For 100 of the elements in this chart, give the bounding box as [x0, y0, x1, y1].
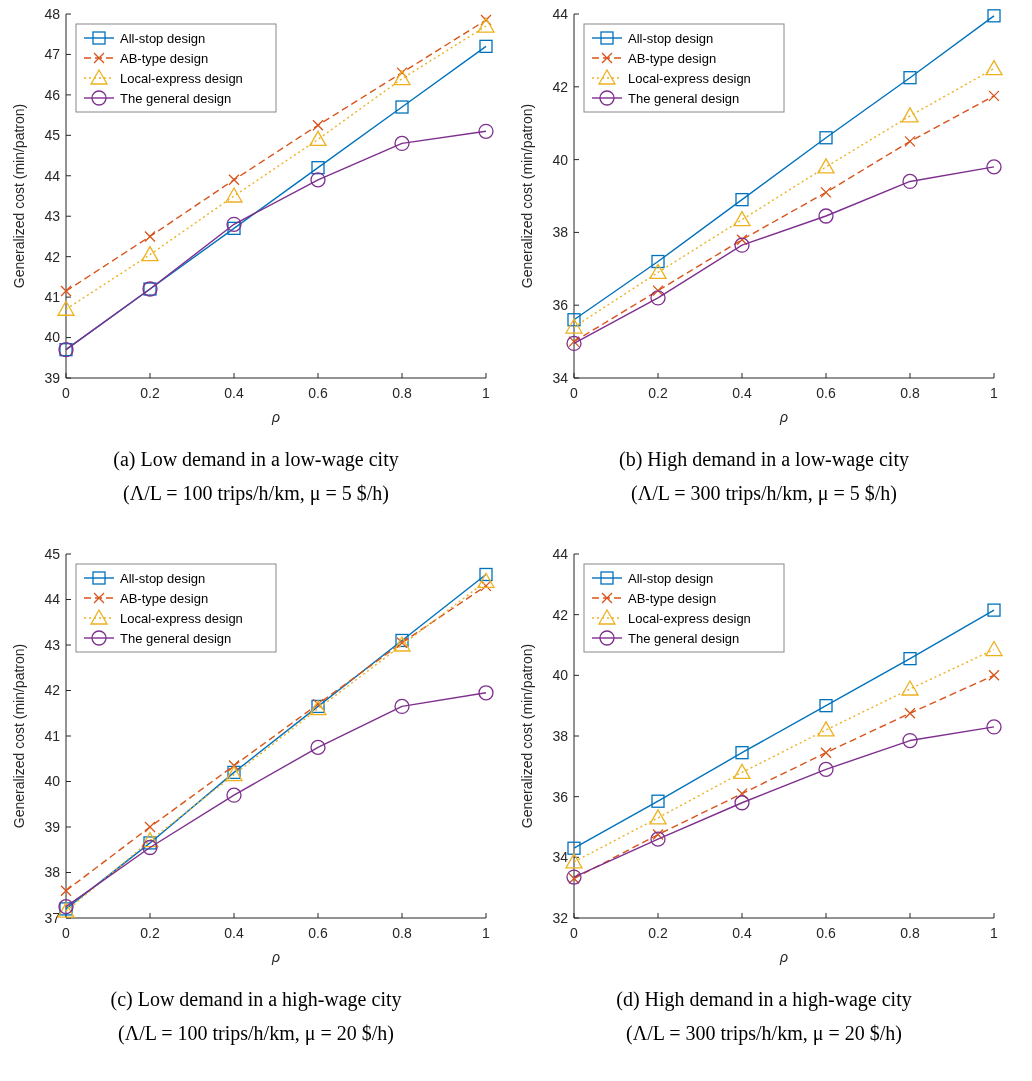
point — [734, 795, 750, 811]
x-tick-label: 0.8 — [392, 925, 412, 941]
legend-label: Local-express design — [628, 610, 751, 626]
point — [817, 721, 835, 737]
point — [649, 809, 667, 825]
text: (d) High demand in a high-wage city — [616, 988, 912, 1011]
point — [986, 719, 1002, 735]
y-tick-label: 40 — [552, 151, 569, 168]
point — [819, 699, 833, 713]
y-tick-label: 45 — [44, 545, 61, 562]
x-tick-label: 1 — [990, 385, 999, 401]
point — [733, 763, 751, 780]
y-tick-label: 41 — [44, 727, 61, 744]
y-tick-label: 42 — [44, 248, 61, 265]
legend-label: All-stop design — [628, 30, 714, 46]
x-axis-title: ρ — [270, 949, 281, 965]
point — [567, 841, 581, 855]
y-tick-label: 44 — [552, 5, 569, 22]
point — [394, 698, 410, 715]
point — [988, 90, 1000, 102]
point — [477, 17, 495, 33]
point — [903, 71, 917, 85]
x-axis-title: ρ — [270, 409, 281, 425]
legend-label: AB-type design — [120, 590, 209, 606]
point — [817, 158, 835, 174]
point — [142, 839, 158, 856]
text: (a) Low demand in a low-wage city — [113, 448, 399, 471]
point — [651, 254, 665, 269]
x-tick-label: 0.2 — [648, 385, 668, 401]
point — [650, 831, 666, 847]
point — [60, 885, 72, 897]
x-tick-label: 0.8 — [900, 925, 920, 941]
y-tick-label: 46 — [44, 86, 61, 103]
y-tick-label: 34 — [552, 369, 569, 386]
point — [649, 263, 667, 280]
x-tick-label: 0.4 — [732, 385, 752, 401]
x-tick-label: 0.6 — [816, 925, 836, 941]
point — [393, 70, 411, 86]
x-tick-label: 0.2 — [140, 925, 160, 941]
x-tick-label: 1 — [482, 385, 491, 401]
x-tick-label: 0.6 — [308, 925, 328, 941]
point — [395, 633, 409, 648]
x-axis-title: ρ — [778, 409, 789, 425]
point — [902, 173, 918, 190]
y-tick-label: 42 — [44, 682, 61, 699]
y-tick-label: 38 — [552, 224, 569, 241]
y-tick-label: 38 — [552, 727, 569, 744]
legend-label: AB-type design — [628, 50, 717, 66]
x-tick-label: 0 — [570, 925, 579, 941]
legend-label: The general design — [628, 90, 740, 106]
legend-label: AB-type design — [120, 50, 209, 66]
x-tick-label: 0.6 — [308, 385, 328, 401]
y-axis-title: Generalized cost (min/patron) — [11, 643, 27, 829]
point — [651, 794, 665, 808]
legend-label: AB-type design — [628, 590, 717, 606]
legend-label: Local-express design — [120, 610, 243, 626]
y-tick-label: 47 — [44, 46, 61, 63]
point — [820, 186, 832, 199]
y-axis-title: Generalized cost (min/patron) — [519, 103, 535, 289]
point — [987, 603, 1001, 617]
y-tick-label: 43 — [44, 208, 61, 225]
point — [60, 285, 72, 297]
y-tick-label: 42 — [552, 78, 569, 95]
y-tick-label: 48 — [44, 5, 61, 22]
x-tick-label: 0.8 — [392, 385, 412, 401]
point — [904, 707, 916, 719]
y-axis-title: Generalized cost (min/patron) — [519, 643, 535, 829]
y-tick-label: 41 — [44, 289, 61, 306]
x-tick-label: 0 — [62, 925, 71, 941]
y-tick-label: 44 — [552, 545, 569, 562]
point — [141, 832, 159, 848]
x-tick-label: 0 — [570, 385, 579, 401]
point — [902, 732, 918, 749]
point — [226, 787, 242, 803]
y-tick-label: 39 — [44, 818, 61, 835]
x-tick-label: 0 — [62, 385, 71, 401]
text: (c) Low demand in a high-wage city — [110, 988, 402, 1011]
y-tick-label: 45 — [44, 127, 61, 144]
point — [736, 787, 748, 800]
point — [903, 652, 917, 666]
point — [735, 192, 749, 207]
legend-label: The general design — [120, 90, 232, 106]
x-tick-label: 0.4 — [732, 925, 752, 941]
point — [310, 739, 326, 756]
y-tick-label: 40 — [44, 773, 61, 790]
legend-label: All-stop design — [120, 570, 206, 586]
point — [986, 159, 1002, 175]
point — [818, 208, 834, 224]
point — [309, 130, 327, 147]
point — [985, 640, 1003, 657]
point — [818, 761, 834, 778]
point — [820, 747, 832, 759]
point — [736, 234, 748, 246]
x-tick-label: 1 — [990, 925, 999, 941]
legend-label: The general design — [628, 630, 740, 646]
text: (b) High demand in a low-wage city — [619, 448, 909, 471]
y-tick-label: 39 — [44, 369, 61, 386]
point — [735, 746, 749, 760]
x-tick-label: 0.2 — [648, 925, 668, 941]
point — [225, 187, 243, 203]
